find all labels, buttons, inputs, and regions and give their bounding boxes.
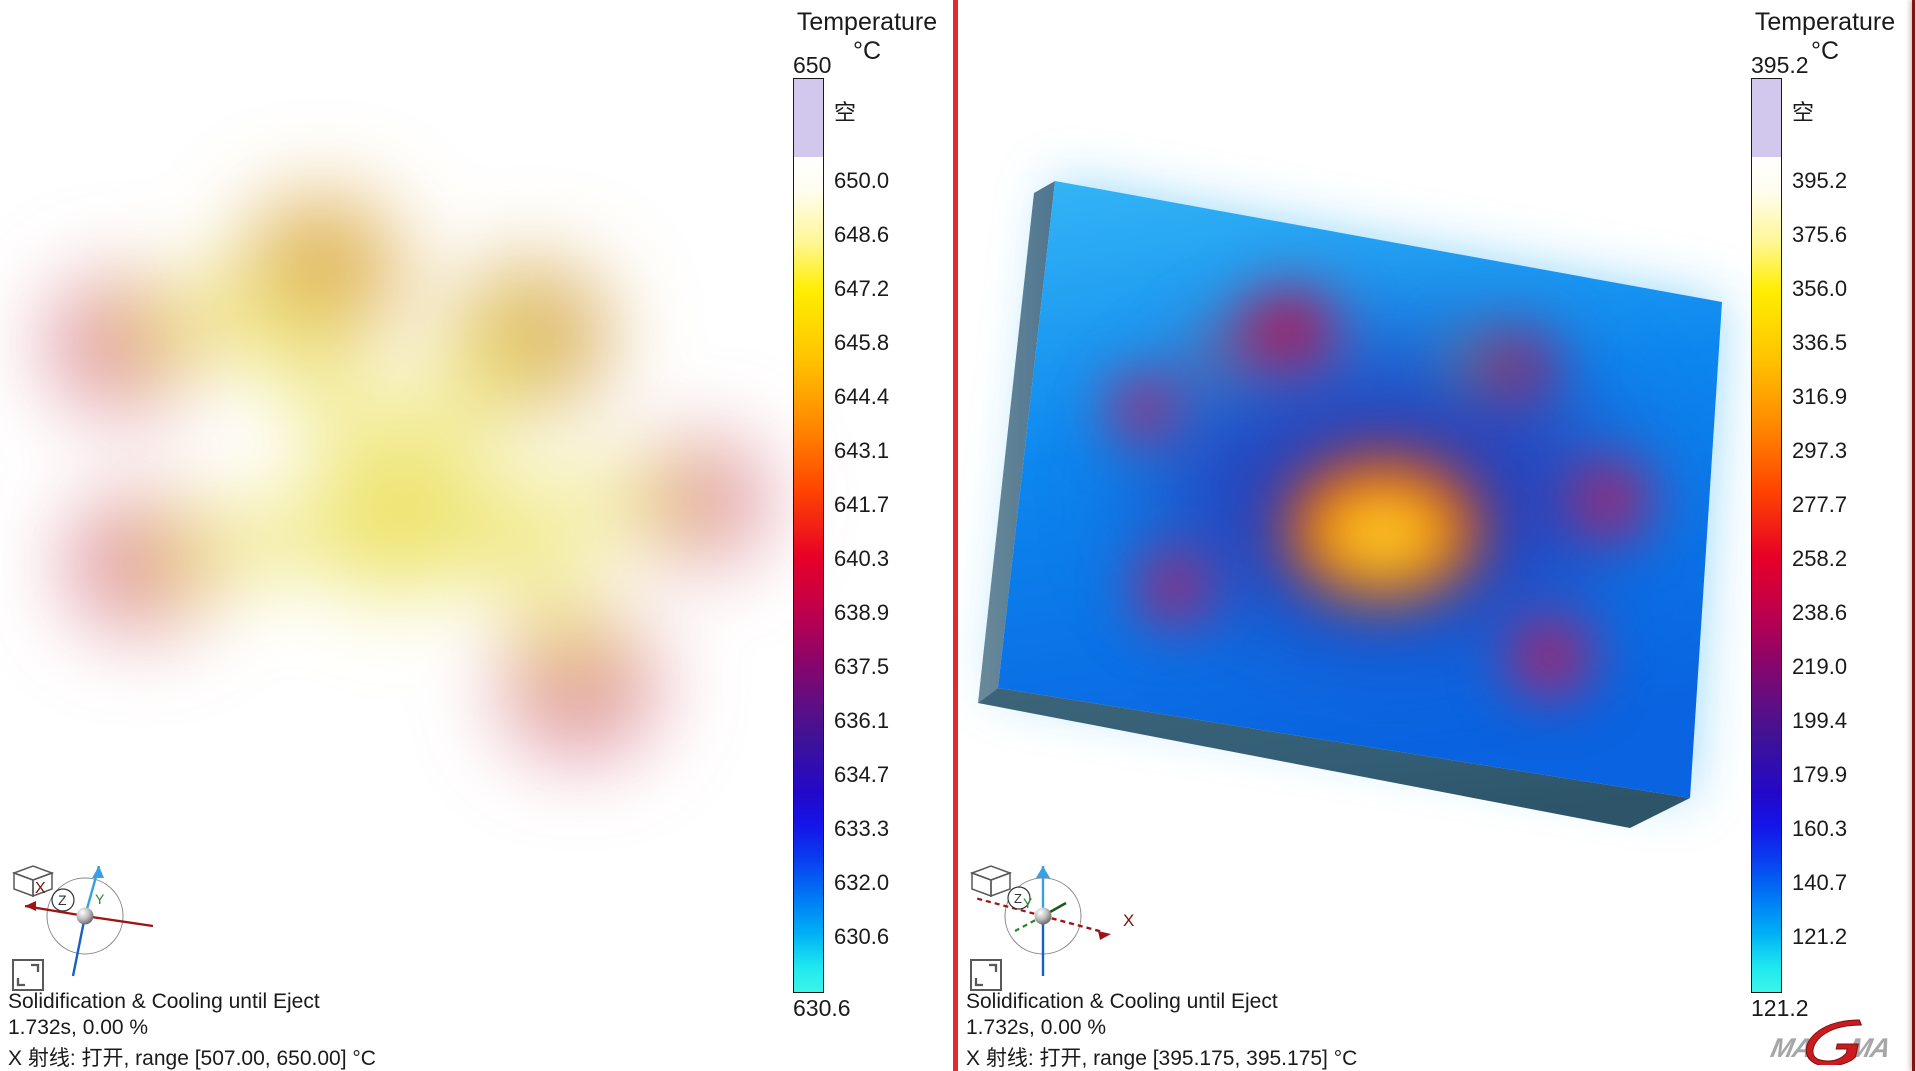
svg-text:Y: Y (95, 891, 105, 907)
svg-text:Y: Y (1023, 895, 1033, 911)
svg-text:Z: Z (1014, 891, 1022, 906)
svg-text:Z: Z (58, 892, 67, 908)
svg-text:X: X (1123, 911, 1134, 930)
svg-text:X: X (35, 880, 46, 897)
